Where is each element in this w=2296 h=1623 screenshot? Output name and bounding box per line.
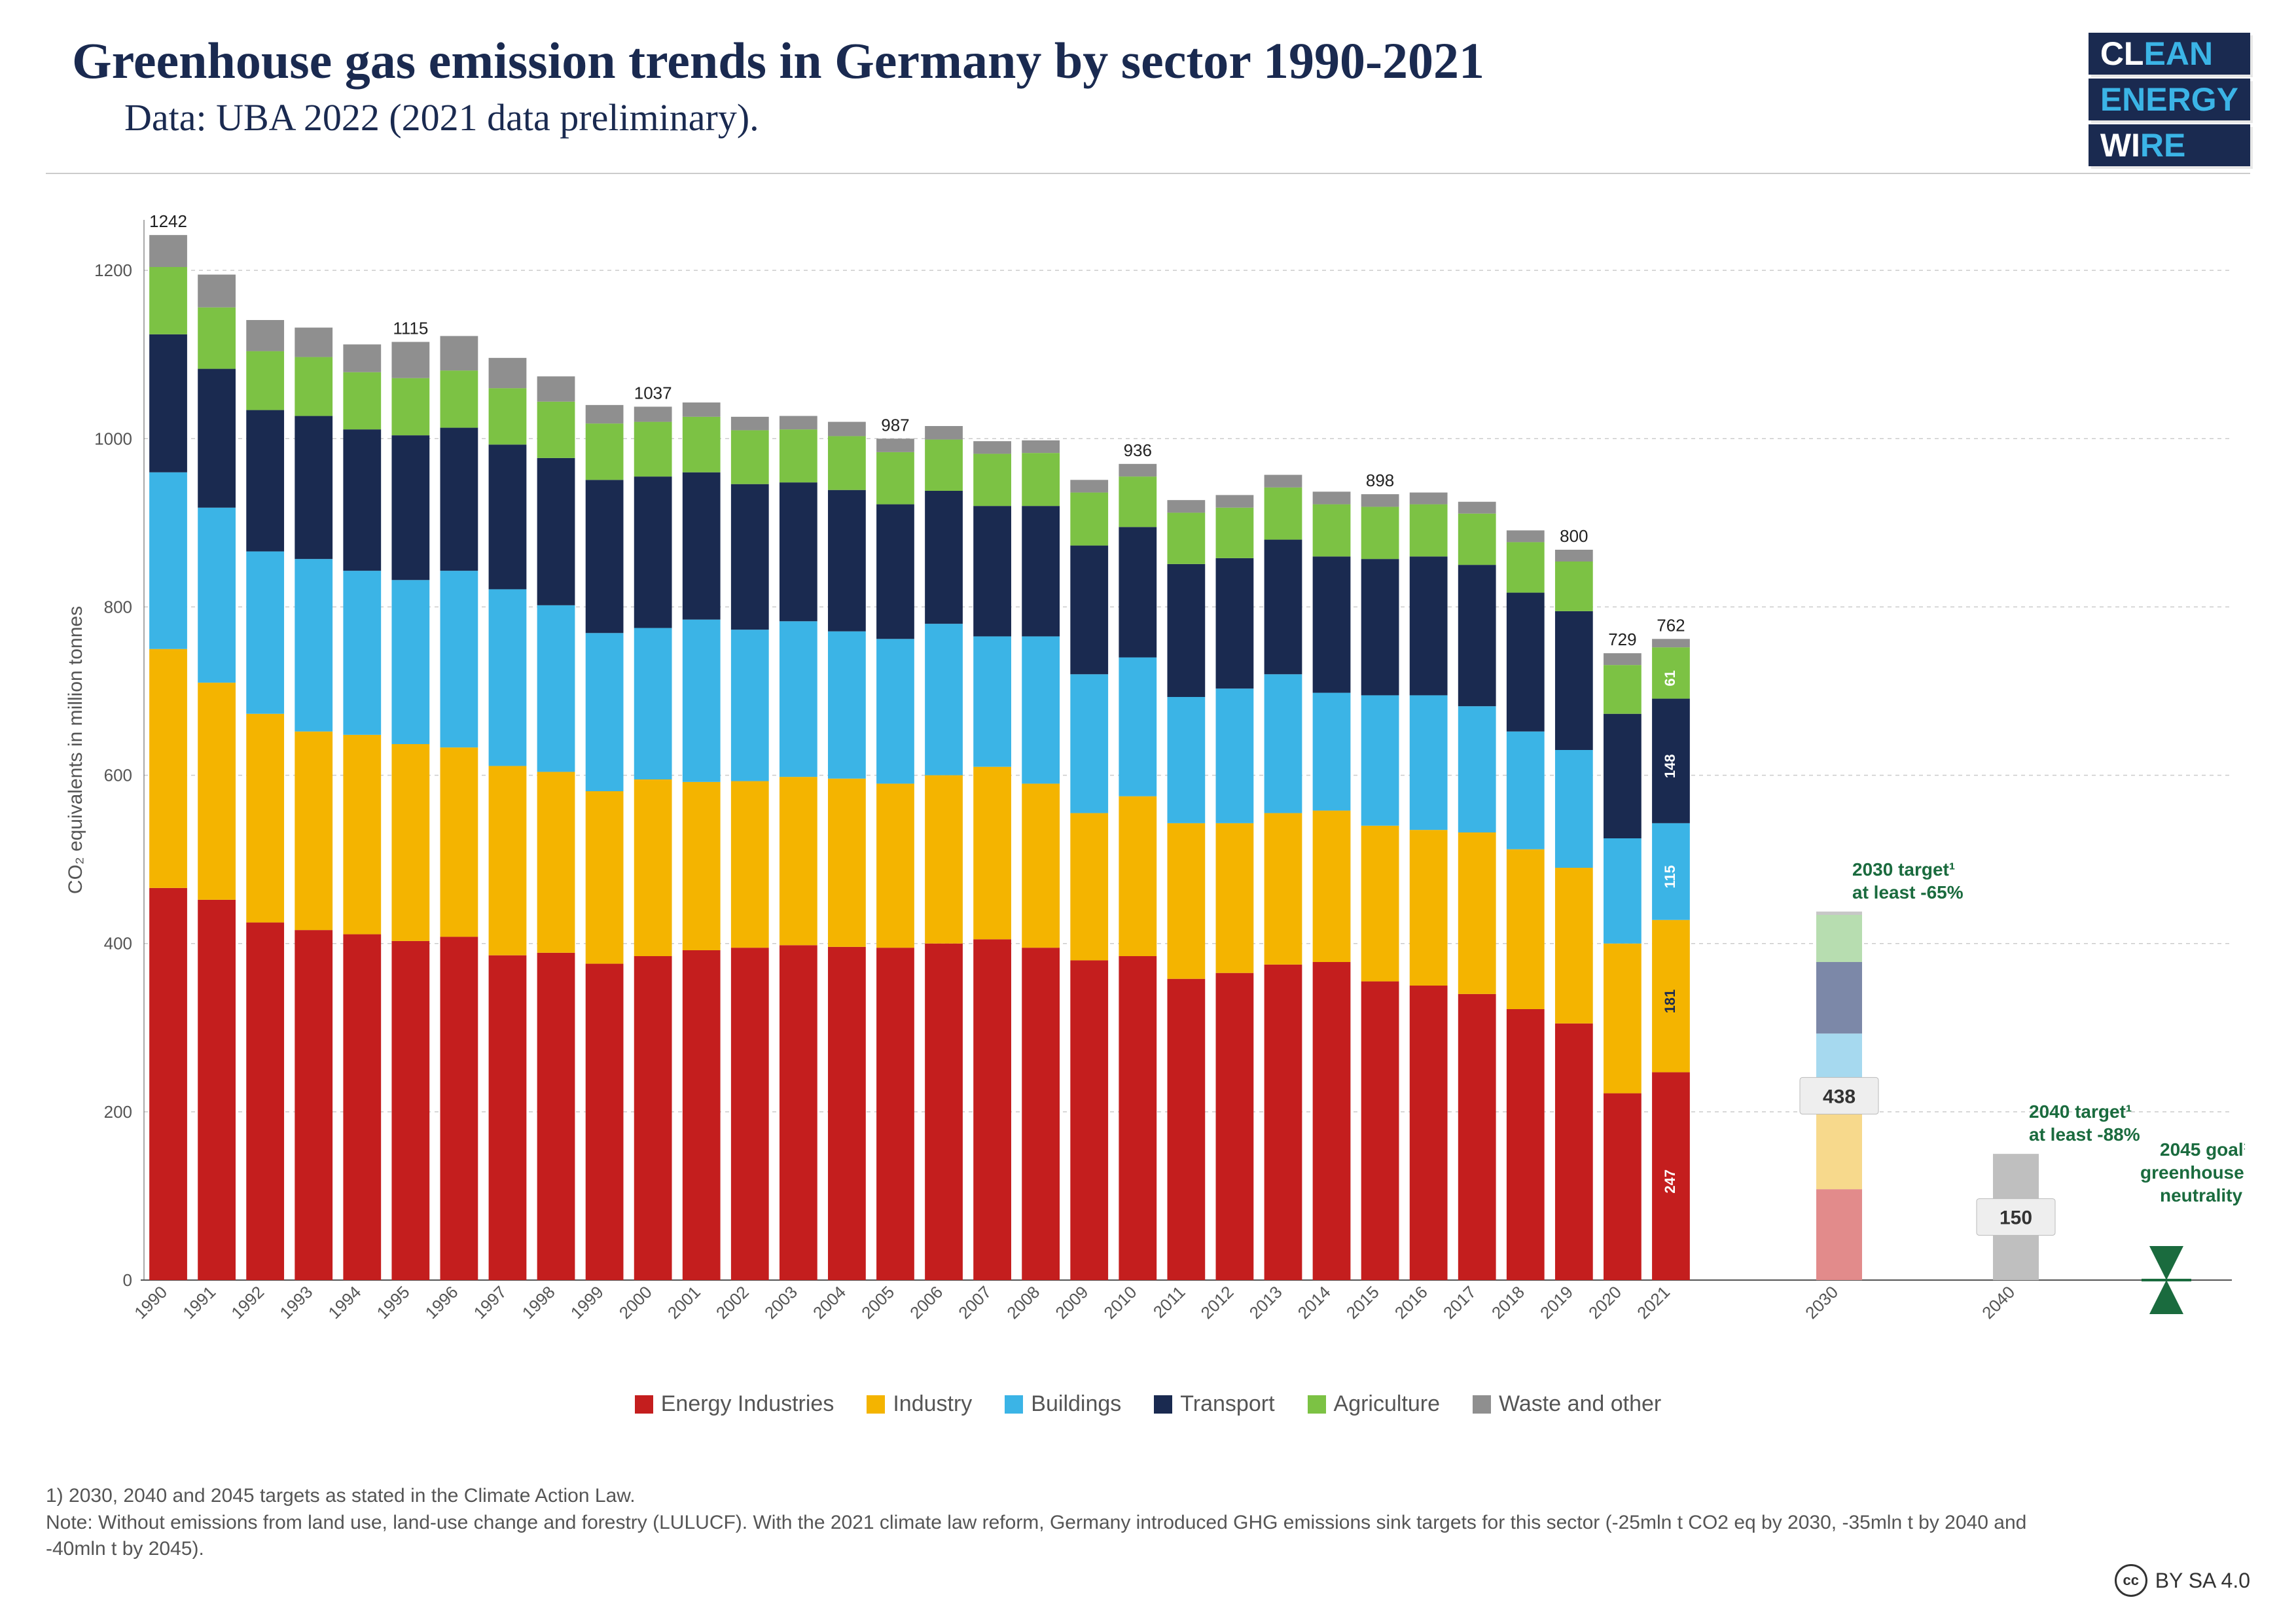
svg-text:2015: 2015 <box>1342 1282 1383 1323</box>
svg-text:181: 181 <box>1662 990 1678 1014</box>
footnotes: 1) 2030, 2040 and 2045 targets as stated… <box>46 1483 2075 1563</box>
svg-text:247: 247 <box>1662 1169 1678 1194</box>
footnote-2: Note: Without emissions from land use, l… <box>46 1510 2075 1563</box>
svg-text:400: 400 <box>104 934 132 954</box>
svg-text:1200: 1200 <box>94 260 132 280</box>
svg-text:2016: 2016 <box>1391 1282 1431 1323</box>
svg-text:at least -65%: at least -65% <box>1852 882 1964 902</box>
svg-text:2019: 2019 <box>1536 1282 1577 1323</box>
svg-text:2030: 2030 <box>1801 1282 1842 1323</box>
svg-text:1242: 1242 <box>149 211 187 231</box>
chart-title: Greenhouse gas emission trends in German… <box>72 33 1484 89</box>
footnote-1: 1) 2030, 2040 and 2045 targets as stated… <box>46 1483 2075 1510</box>
svg-text:2030 target¹: 2030 target¹ <box>1852 859 1955 880</box>
legend-label: Industry <box>893 1391 972 1417</box>
svg-text:at least -88%: at least -88% <box>2029 1124 2140 1145</box>
brand-logo: CLEAN ENERGY WIRE <box>2089 33 2250 166</box>
legend-swatch <box>1473 1395 1491 1414</box>
legend-swatch <box>1005 1395 1023 1414</box>
svg-text:2012: 2012 <box>1197 1282 1238 1323</box>
svg-text:2017: 2017 <box>1439 1282 1480 1323</box>
svg-text:2040 target¹: 2040 target¹ <box>2029 1101 2132 1122</box>
svg-text:115: 115 <box>1662 865 1678 889</box>
svg-text:1993: 1993 <box>276 1282 316 1323</box>
svg-text:2008: 2008 <box>1003 1282 1043 1323</box>
legend-item: Buildings <box>1005 1391 1121 1417</box>
svg-text:2020: 2020 <box>1585 1282 1625 1323</box>
svg-text:2040: 2040 <box>1978 1282 2018 1323</box>
svg-text:2000: 2000 <box>615 1282 656 1323</box>
svg-text:150: 150 <box>2000 1207 2032 1229</box>
legend-item: Waste and other <box>1473 1391 1661 1417</box>
license-badge: cc BY SA 4.0 <box>2115 1564 2250 1597</box>
svg-text:2005: 2005 <box>857 1282 898 1323</box>
svg-text:1996: 1996 <box>422 1282 462 1323</box>
svg-text:600: 600 <box>104 766 132 785</box>
svg-text:2021: 2021 <box>1633 1282 1674 1323</box>
legend-item: Energy Industries <box>635 1391 834 1417</box>
svg-text:2011: 2011 <box>1149 1282 1189 1322</box>
svg-text:1995: 1995 <box>372 1282 413 1323</box>
svg-text:greenhouse gas: greenhouse gas <box>2140 1162 2245 1183</box>
svg-text:800: 800 <box>1560 526 1588 546</box>
legend-item: Industry <box>867 1391 972 1417</box>
svg-text:438: 438 <box>1823 1086 1856 1107</box>
svg-text:2004: 2004 <box>809 1282 850 1323</box>
svg-text:2045 goal¹:: 2045 goal¹: <box>2160 1139 2245 1160</box>
svg-text:0: 0 <box>123 1270 132 1290</box>
svg-text:2003: 2003 <box>761 1282 801 1323</box>
svg-text:1000: 1000 <box>94 429 132 448</box>
svg-text:1115: 1115 <box>393 318 428 338</box>
svg-text:936: 936 <box>1124 440 1152 460</box>
svg-text:200: 200 <box>104 1102 132 1122</box>
svg-text:2013: 2013 <box>1246 1282 1286 1323</box>
svg-text:729: 729 <box>1608 630 1636 649</box>
chart-subtitle: Data: UBA 2022 (2021 data preliminary). <box>124 96 1484 139</box>
header: Greenhouse gas emission trends in German… <box>46 33 2250 174</box>
legend-label: Energy Industries <box>661 1391 834 1417</box>
svg-text:762: 762 <box>1657 615 1685 635</box>
svg-text:1990: 1990 <box>130 1282 171 1323</box>
svg-text:CO₂ equivalents in million ton: CO₂ equivalents in million tonnes <box>65 606 86 894</box>
legend-item: Agriculture <box>1308 1391 1441 1417</box>
svg-text:2009: 2009 <box>1051 1282 1092 1323</box>
svg-text:2018: 2018 <box>1488 1282 1528 1323</box>
legend-label: Waste and other <box>1499 1391 1661 1417</box>
svg-text:2001: 2001 <box>664 1282 704 1323</box>
stacked-bar-chart: 0 200 400 600 800 1000 1200 CO₂ equivalents in … <box>46 194 2245 1385</box>
svg-text:2010: 2010 <box>1100 1282 1140 1323</box>
legend-swatch <box>867 1395 885 1414</box>
legend-swatch <box>1154 1395 1172 1414</box>
legend-swatch <box>1308 1395 1326 1414</box>
legend-label: Transport <box>1180 1391 1274 1417</box>
legend-item: Transport <box>1154 1391 1274 1417</box>
cc-icon: cc <box>2115 1564 2147 1597</box>
svg-text:1037: 1037 <box>634 383 672 402</box>
svg-text:800: 800 <box>104 597 132 616</box>
svg-text:2002: 2002 <box>712 1282 753 1323</box>
legend-label: Buildings <box>1031 1391 1121 1417</box>
svg-text:1994: 1994 <box>324 1282 365 1323</box>
svg-text:61: 61 <box>1662 670 1678 686</box>
svg-text:2006: 2006 <box>906 1282 946 1323</box>
svg-text:2014: 2014 <box>1294 1282 1335 1323</box>
svg-text:1992: 1992 <box>227 1282 268 1323</box>
svg-text:898: 898 <box>1366 471 1394 490</box>
svg-text:1999: 1999 <box>567 1282 607 1323</box>
svg-text:1991: 1991 <box>179 1282 219 1323</box>
legend-swatch <box>635 1395 653 1414</box>
svg-text:neutrality: neutrality <box>2160 1185 2242 1205</box>
legend-label: Agriculture <box>1334 1391 1441 1417</box>
chart-legend: Energy Industries Industry Buildings Transp… <box>46 1391 2250 1417</box>
svg-text:987: 987 <box>881 415 909 435</box>
svg-text:1997: 1997 <box>470 1282 511 1323</box>
svg-text:1998: 1998 <box>518 1282 559 1323</box>
svg-text:2007: 2007 <box>954 1282 995 1323</box>
svg-text:148: 148 <box>1662 754 1678 778</box>
